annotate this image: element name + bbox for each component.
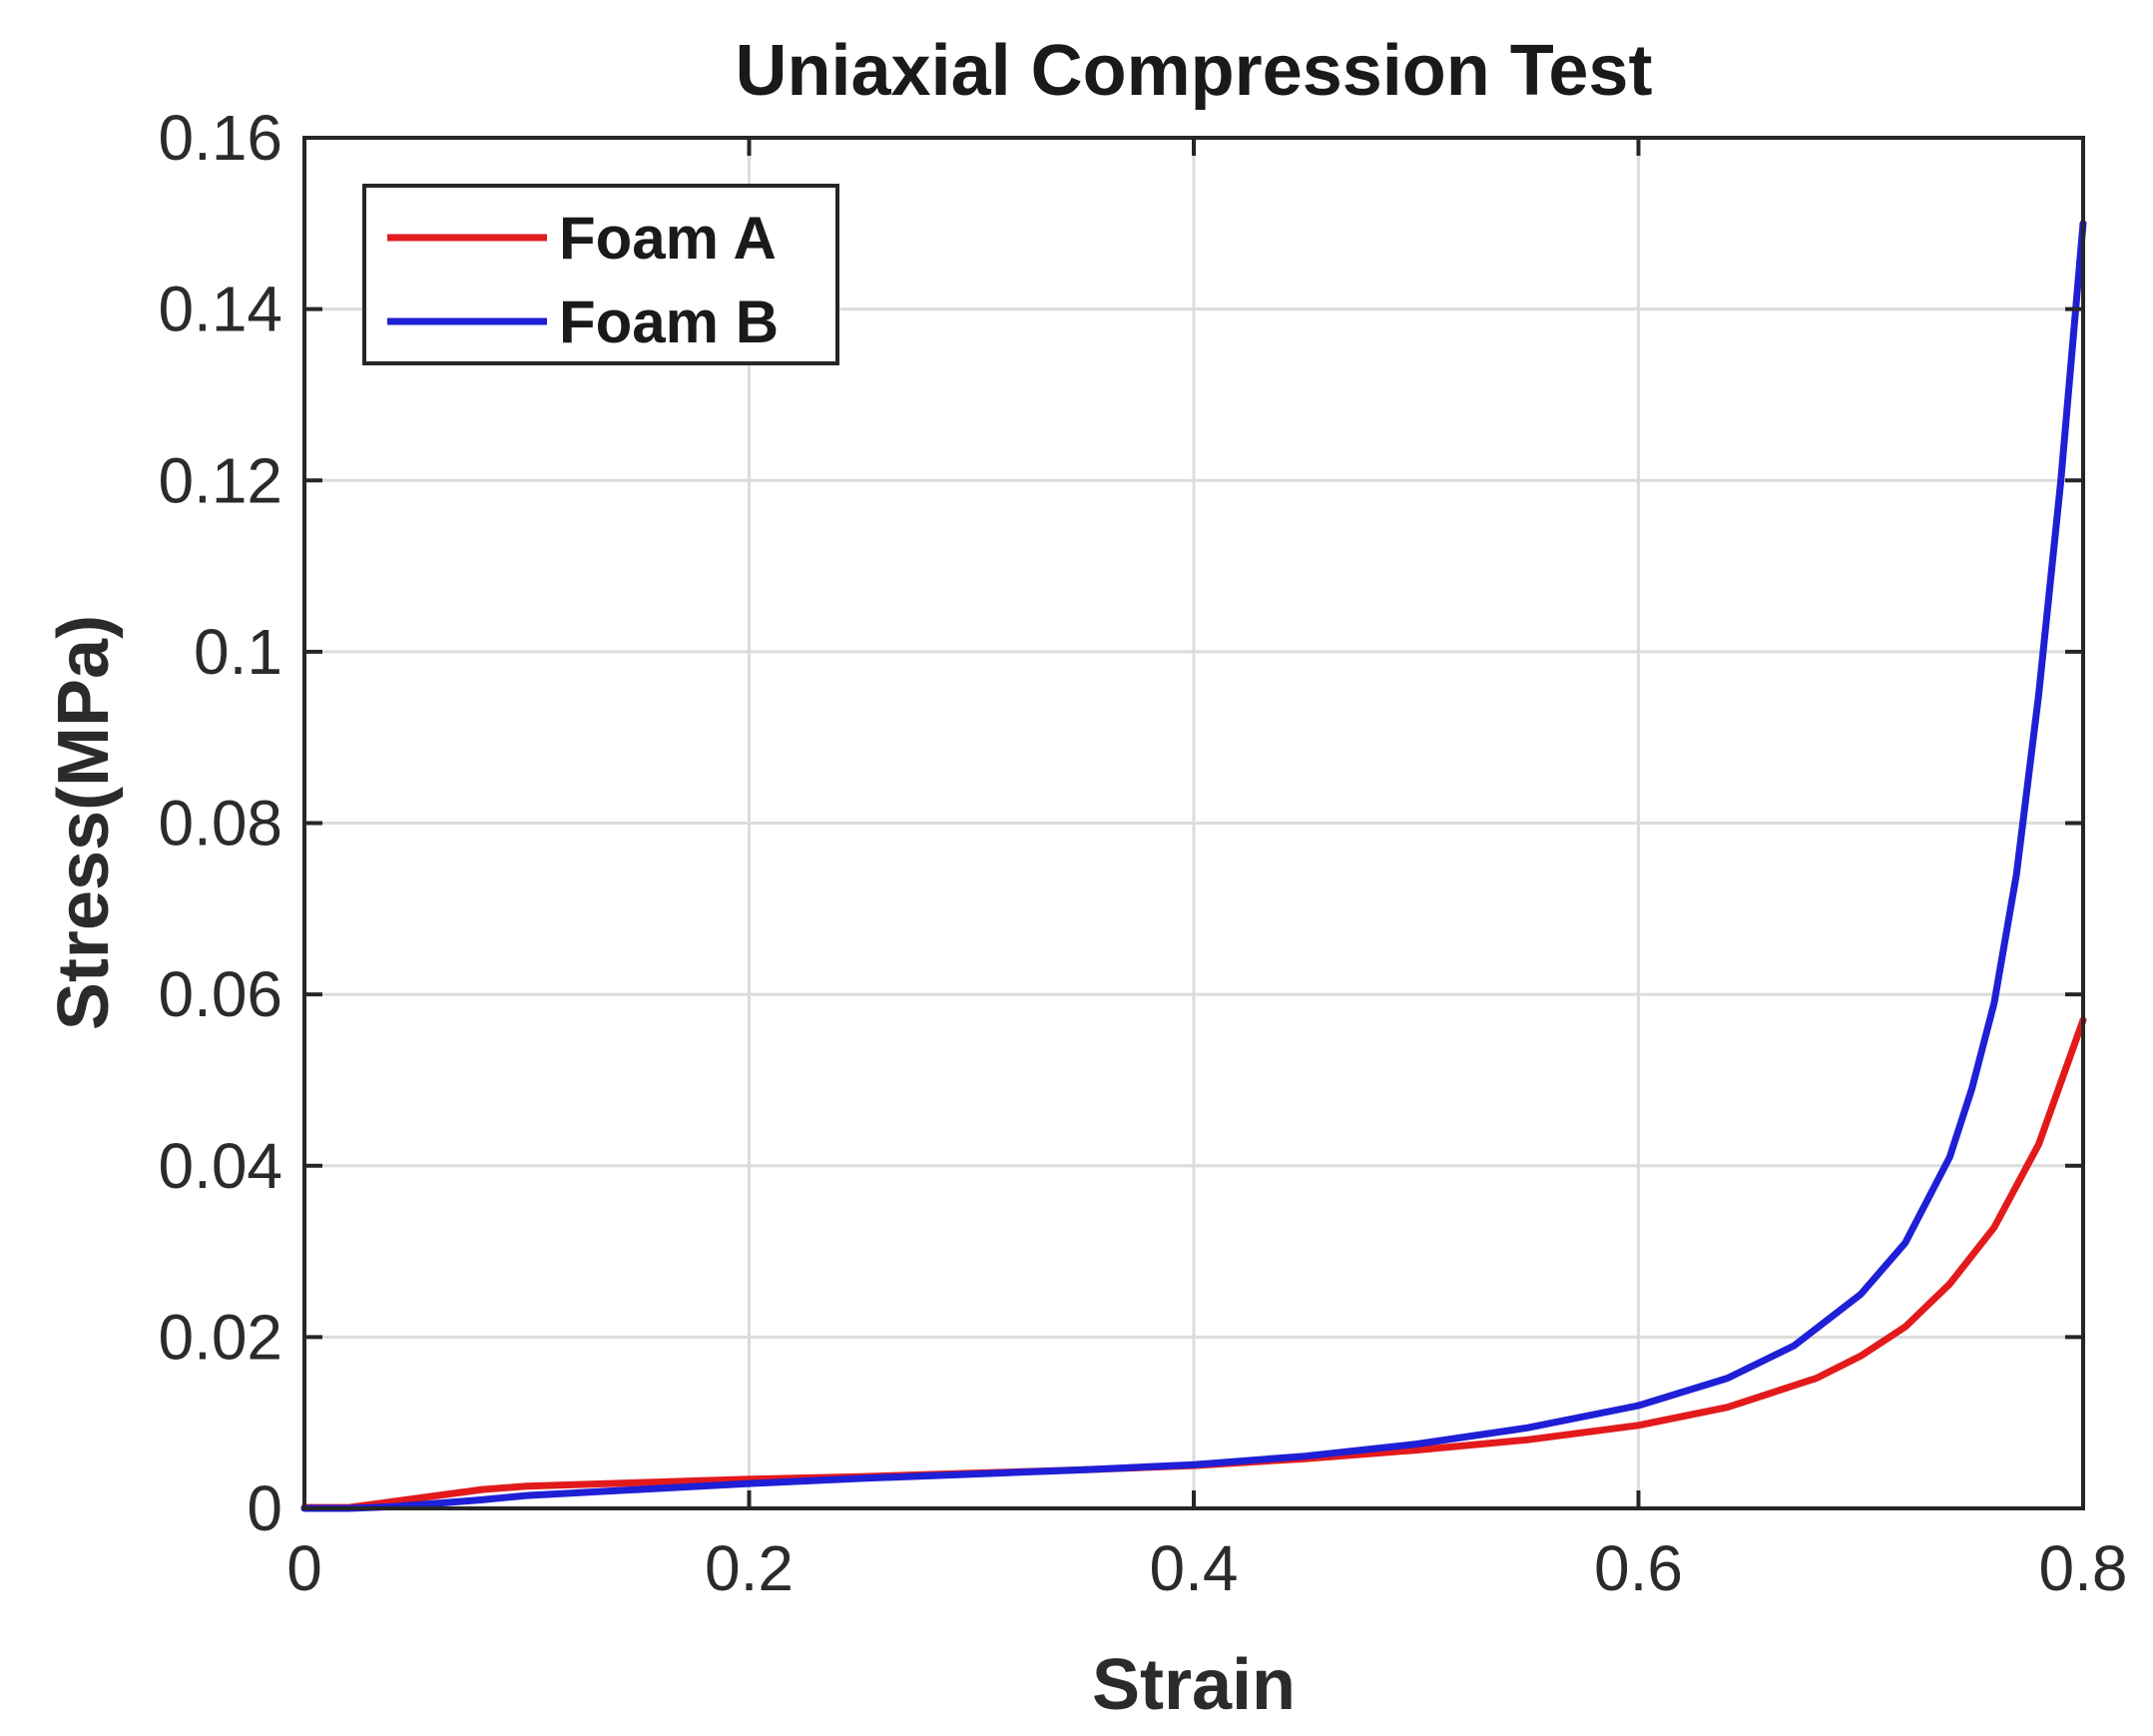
legend-box [362, 184, 839, 365]
y-tick-label: 0.06 [158, 958, 282, 1030]
x-tick-label: 0.6 [1594, 1532, 1683, 1604]
y-tick-label: 0.14 [158, 274, 282, 345]
y-tick-label: 0 [247, 1472, 282, 1544]
legend-label-foam-a: Foam A [559, 205, 777, 272]
y-tick-label: 0.02 [158, 1301, 282, 1373]
grid [304, 138, 2083, 1508]
y-tick-label: 0.16 [158, 102, 282, 174]
legend: Foam A Foam B [362, 184, 839, 365]
x-tick-label: 0 [286, 1532, 322, 1604]
y-tick-label: 0.08 [158, 788, 282, 860]
x-tick-labels: 0 0.2 0.4 0.6 0.8 [286, 1532, 2127, 1604]
chart-title: Uniaxial Compression Test [736, 31, 1653, 111]
series-line-foam-b [300, 220, 2087, 1512]
y-tick-label: 0.12 [158, 444, 282, 516]
x-axis-label: Strain [1092, 1645, 1296, 1725]
legend-label-foam-b: Foam B [559, 289, 779, 355]
ticks [302, 136, 2085, 1510]
series-layer [300, 220, 2087, 1512]
y-axis-label: Stress(MPa) [44, 615, 124, 1030]
y-tick-label: 0.04 [158, 1130, 282, 1202]
y-tick-label: 0.1 [194, 616, 282, 688]
x-tick-label: 0.4 [1150, 1532, 1239, 1604]
x-tick-label: 0.2 [705, 1532, 794, 1604]
x-tick-label: 0.8 [2039, 1532, 2128, 1604]
y-tick-labels: 0 0.02 0.04 0.06 0.08 0.1 0.12 0.14 0.16 [158, 102, 282, 1544]
